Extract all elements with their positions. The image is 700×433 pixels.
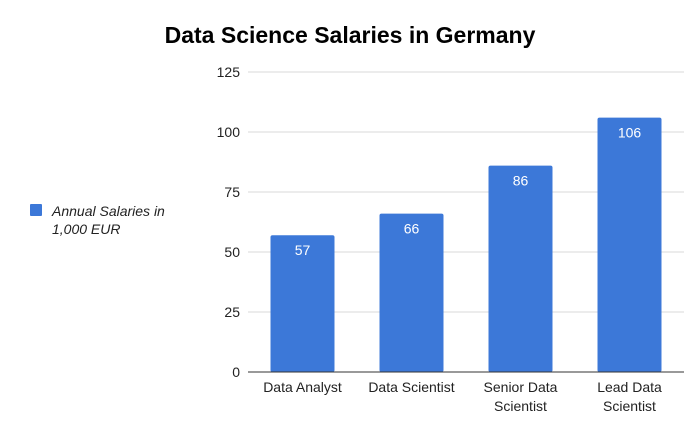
legend-label-line-1: Annual Salaries in: [52, 203, 165, 219]
legend: Annual Salaries in 1,000 EUR: [30, 202, 187, 238]
y-tick-label: 50: [224, 244, 240, 260]
y-tick-label: 25: [224, 304, 240, 320]
x-tick-label: Data Scientist: [368, 379, 454, 395]
bar: [379, 213, 444, 372]
data-label: 106: [618, 125, 642, 141]
y-tick-label: 100: [217, 124, 241, 140]
legend-swatch: [30, 204, 42, 216]
chart-title: Data Science Salaries in Germany: [164, 22, 536, 48]
x-tick-label: Senior Data: [484, 379, 558, 395]
bar: [488, 165, 553, 372]
x-tick-label: Scientist: [494, 398, 547, 414]
data-label: 66: [404, 221, 420, 237]
legend-label: Annual Salaries in 1,000 EUR: [52, 202, 187, 238]
y-tick-label: 125: [217, 64, 241, 80]
data-label: 86: [513, 173, 529, 189]
x-tick-label: Scientist: [603, 398, 656, 414]
x-tick-label: Data Analyst: [263, 379, 342, 395]
bar: [597, 117, 662, 372]
y-tick-label: 75: [224, 184, 240, 200]
x-tick-label: Lead Data: [597, 379, 662, 395]
data-label: 57: [295, 242, 311, 258]
y-tick-label: 0: [232, 364, 240, 380]
bar: [270, 235, 335, 372]
legend-label-line-2: 1,000 EUR: [52, 221, 121, 237]
